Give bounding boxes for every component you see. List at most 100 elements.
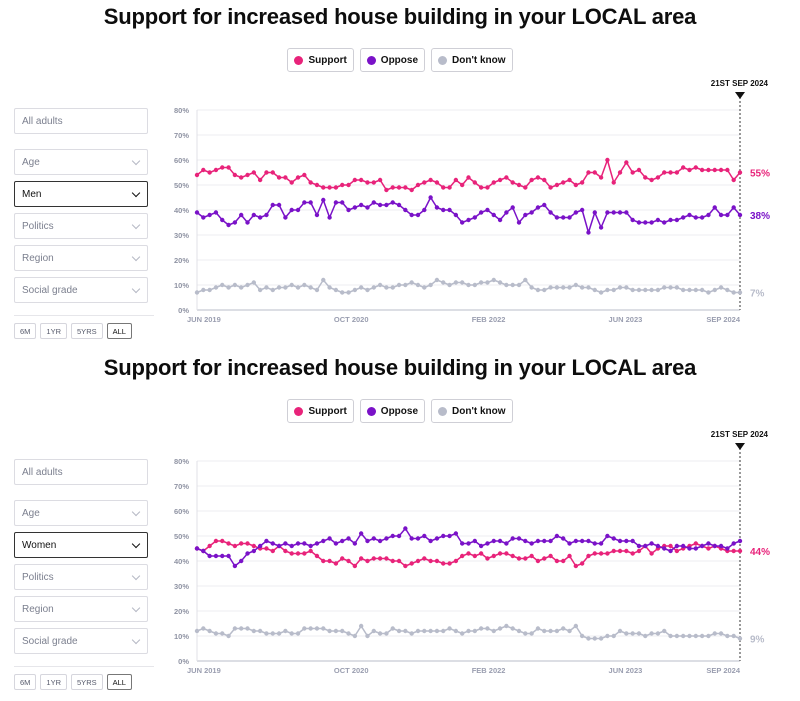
data-point[interactable] [358, 285, 364, 290]
data-point[interactable] [643, 543, 648, 549]
data-point[interactable] [409, 280, 414, 285]
data-point[interactable] [693, 287, 699, 293]
data-point[interactable] [447, 561, 452, 566]
data-point[interactable] [529, 631, 534, 636]
data-point[interactable] [466, 217, 471, 223]
data-point[interactable] [346, 207, 351, 213]
data-point[interactable] [573, 623, 579, 629]
data-point[interactable] [371, 200, 376, 205]
data-point[interactable] [624, 285, 629, 290]
data-point[interactable] [598, 636, 604, 641]
data-point[interactable] [737, 636, 743, 641]
data-point[interactable] [497, 551, 503, 556]
data-point[interactable] [636, 631, 642, 636]
data-point[interactable] [636, 287, 642, 293]
data-point[interactable] [491, 212, 496, 218]
data-point[interactable] [712, 205, 717, 210]
data-point[interactable] [377, 556, 383, 561]
data-point[interactable] [598, 551, 604, 556]
data-point[interactable] [598, 290, 604, 295]
range-1yr-button[interactable]: 1YR [40, 323, 68, 339]
data-point[interactable] [567, 628, 572, 634]
data-point[interactable] [567, 285, 572, 290]
data-point[interactable] [548, 285, 553, 290]
data-point[interactable] [731, 290, 736, 295]
data-point[interactable] [649, 551, 654, 556]
data-point[interactable] [693, 633, 699, 639]
data-point[interactable] [554, 182, 560, 188]
data-point[interactable] [655, 175, 661, 180]
data-point[interactable] [447, 626, 452, 631]
data-point[interactable] [220, 217, 225, 223]
data-point[interactable] [459, 553, 465, 559]
data-point[interactable] [226, 285, 231, 290]
data-point[interactable] [428, 628, 433, 634]
data-point[interactable] [352, 287, 358, 293]
data-point[interactable] [491, 553, 496, 559]
data-point[interactable] [453, 212, 459, 218]
data-point[interactable] [384, 536, 389, 541]
data-point[interactable] [516, 628, 522, 634]
data-point[interactable] [466, 551, 471, 556]
data-point[interactable] [346, 631, 351, 636]
data-point[interactable] [346, 182, 351, 188]
data-point[interactable] [472, 215, 478, 220]
data-point[interactable] [611, 548, 616, 554]
data-point[interactable] [598, 175, 604, 180]
data-point[interactable] [453, 628, 459, 634]
data-point[interactable] [662, 170, 667, 175]
data-point[interactable] [257, 287, 263, 293]
data-point[interactable] [409, 536, 414, 541]
data-point[interactable] [371, 556, 376, 561]
data-point[interactable] [409, 212, 414, 218]
data-point[interactable] [497, 538, 503, 544]
data-point[interactable] [731, 205, 736, 210]
data-point[interactable] [232, 220, 238, 225]
data-point[interactable] [226, 165, 231, 170]
data-point[interactable] [662, 220, 667, 225]
data-point[interactable] [428, 558, 433, 564]
legend-support[interactable]: Support [287, 48, 354, 72]
data-point[interactable] [535, 626, 541, 631]
data-point[interactable] [478, 543, 484, 549]
data-point[interactable] [232, 172, 238, 178]
data-point[interactable] [478, 551, 484, 556]
data-point[interactable] [403, 526, 408, 531]
data-point[interactable] [207, 543, 212, 549]
data-point[interactable] [542, 556, 547, 561]
filter-all-adults[interactable]: All adults [14, 459, 148, 485]
data-point[interactable] [472, 282, 478, 288]
data-point[interactable] [554, 628, 560, 634]
data-point[interactable] [251, 548, 257, 554]
data-point[interactable] [611, 210, 616, 215]
data-point[interactable] [403, 207, 408, 213]
data-point[interactable] [276, 543, 282, 549]
data-point[interactable] [321, 185, 326, 190]
data-point[interactable] [680, 165, 686, 170]
data-point[interactable] [453, 280, 459, 285]
data-point[interactable] [358, 202, 364, 208]
data-point[interactable] [592, 170, 597, 175]
data-point[interactable] [365, 180, 370, 185]
data-point[interactable] [706, 212, 711, 218]
data-point[interactable] [403, 185, 408, 190]
data-point[interactable] [649, 220, 654, 225]
data-point[interactable] [201, 626, 206, 631]
range-5yrs-button[interactable]: 5YRS [71, 323, 103, 339]
data-point[interactable] [617, 285, 623, 290]
data-point[interactable] [390, 185, 395, 190]
data-point[interactable] [340, 200, 345, 205]
data-point[interactable] [321, 626, 326, 631]
data-point[interactable] [680, 633, 686, 639]
legend-oppose[interactable]: Oppose [359, 48, 426, 72]
data-point[interactable] [333, 185, 339, 190]
data-point[interactable] [365, 633, 370, 639]
data-point[interactable] [251, 170, 257, 175]
data-point[interactable] [220, 631, 225, 636]
data-point[interactable] [478, 280, 484, 285]
data-point[interactable] [314, 287, 320, 293]
data-point[interactable] [725, 287, 730, 293]
data-point[interactable] [441, 207, 446, 213]
data-point[interactable] [725, 212, 730, 218]
data-point[interactable] [529, 285, 534, 290]
